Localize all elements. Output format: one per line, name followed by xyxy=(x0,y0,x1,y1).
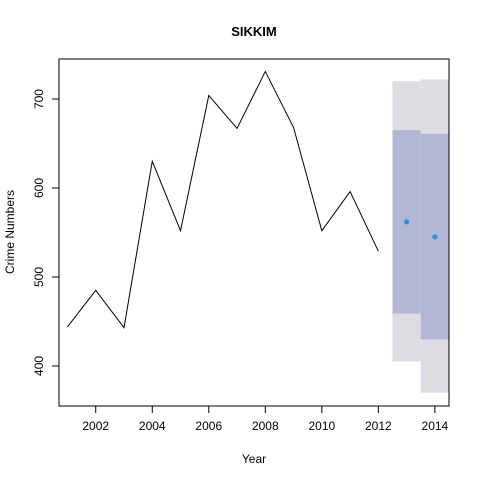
y-tick-label: 600 xyxy=(32,178,46,198)
chart-title: SIKKIM xyxy=(231,24,277,39)
forecast-point xyxy=(404,219,409,224)
x-axis: 2002 2004 2006 2008 2010 2012 2014 xyxy=(82,406,448,433)
series-line xyxy=(67,71,378,327)
y-tick-label: 400 xyxy=(32,356,46,376)
y-axis: 400 500 600 700 xyxy=(32,89,59,376)
y-tick-label: 500 xyxy=(32,267,46,287)
x-tick-label: 2010 xyxy=(308,419,335,433)
forecast-intervals xyxy=(392,79,449,392)
x-tick-label: 2012 xyxy=(365,419,392,433)
x-tick-label: 2014 xyxy=(422,419,449,433)
plot-frame xyxy=(59,59,449,406)
x-axis-label: Year xyxy=(242,452,266,466)
x-tick-label: 2004 xyxy=(139,419,166,433)
y-tick-label: 700 xyxy=(32,89,46,109)
x-tick-label: 2006 xyxy=(195,419,222,433)
x-tick-label: 2008 xyxy=(252,419,279,433)
x-tick-label: 2002 xyxy=(82,419,109,433)
forecast-point xyxy=(432,234,437,239)
y-axis-label: Crime Numbers xyxy=(3,190,17,274)
